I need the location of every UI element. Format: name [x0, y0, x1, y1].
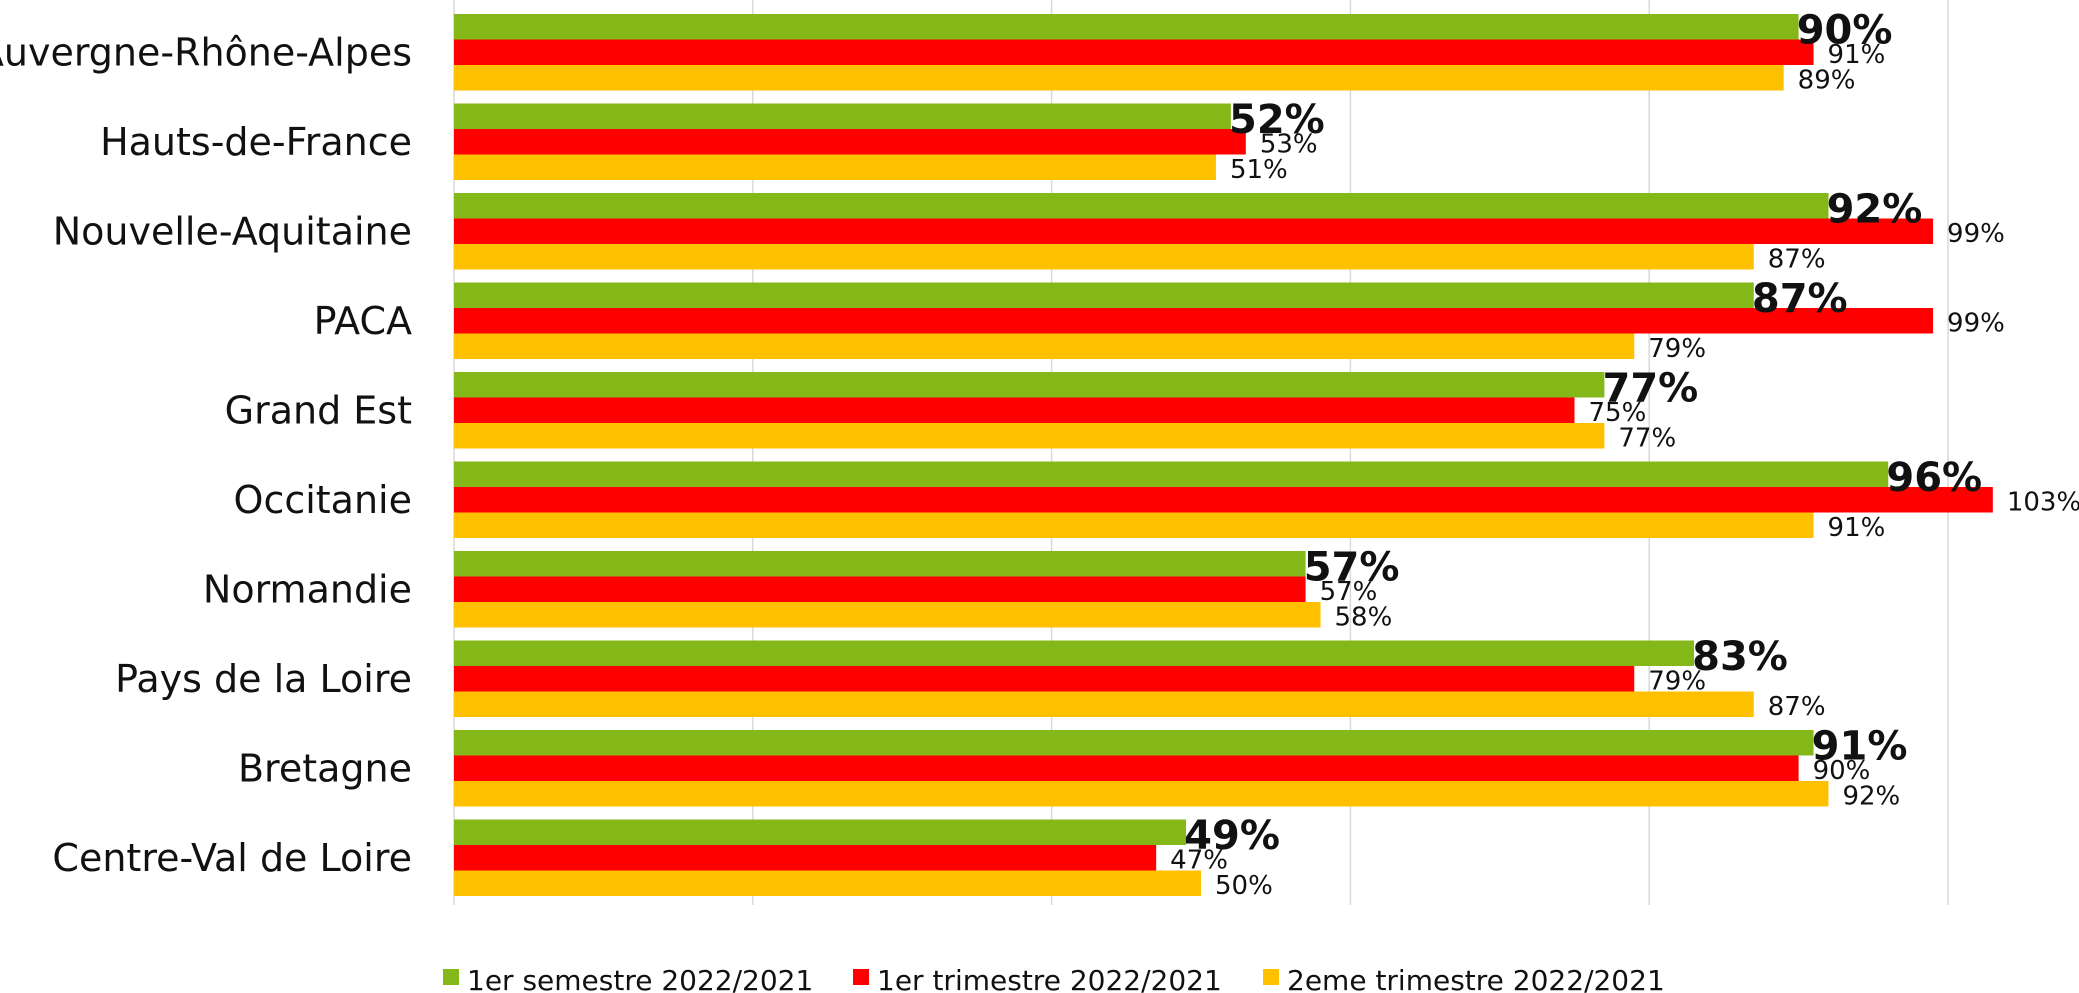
data-label-2eme-trimestre-2022-2021-pays-de-la-loire: 87%	[1768, 692, 1826, 722]
category-labels: Auvergne-Rhône-Alpes Hauts-de-France Nouve…	[0, 30, 412, 880]
data-label-1er-trimestre-2022-2021-hauts-de-france: 53%	[1260, 130, 1318, 160]
data-label-1er-trimestre-2022-2021-bretagne: 90%	[1813, 756, 1871, 786]
bar-1er-trimestre-2022-2021-bretagne	[454, 755, 1799, 781]
bar-1er-semestre-2022-2021-normandie	[454, 551, 1306, 577]
category-label-occitanie: Occitanie	[234, 478, 412, 522]
bar-1er-semestre-2022-2021-paca	[454, 282, 1754, 308]
data-label-2eme-trimestre-2022-2021-auvergne-rhone-alpes: 89%	[1798, 66, 1856, 96]
data-label-2eme-trimestre-2022-2021-normandie: 58%	[1335, 603, 1393, 633]
bar-1er-trimestre-2022-2021-occitanie	[454, 487, 1993, 513]
data-label-1er-trimestre-2022-2021-centre-val-de-loire: 47%	[1170, 846, 1228, 876]
data-label-2eme-trimestre-2022-2021-occitanie: 91%	[1828, 513, 1886, 543]
data-label-1er-trimestre-2022-2021-pays-de-la-loire: 79%	[1648, 667, 1706, 697]
bar-1er-semestre-2022-2021-auvergne-rhone-alpes	[454, 14, 1799, 40]
bar-1er-semestre-2022-2021-centre-val-de-loire	[454, 819, 1187, 845]
data-label-1er-trimestre-2022-2021-nouvelle-aquitaine: 99%	[1947, 219, 2005, 249]
data-label-1er-trimestre-2022-2021-occitanie: 103%	[2007, 488, 2079, 518]
data-label-1er-trimestre-2022-2021-paca: 99%	[1947, 309, 2005, 339]
legend-swatch	[1263, 969, 1279, 985]
bar-1er-semestre-2022-2021-occitanie	[454, 461, 1889, 487]
data-label-1er-semestre-2022-2021-hauts-de-france: 52%	[1229, 97, 1325, 143]
bar-2eme-trimestre-2022-2021-paca	[454, 333, 1635, 359]
bar-2eme-trimestre-2022-2021-occitanie	[454, 512, 1814, 538]
data-label-1er-semestre-2022-2021-auvergne-rhone-alpes: 90%	[1797, 8, 1893, 54]
bar-1er-trimestre-2022-2021-centre-val-de-loire	[454, 845, 1157, 871]
data-label-2eme-trimestre-2022-2021-bretagne: 92%	[1842, 782, 1900, 812]
data-label-1er-semestre-2022-2021-grand-est: 77%	[1603, 366, 1699, 412]
data-label-1er-semestre-2022-2021-normandie: 57%	[1304, 545, 1400, 591]
bar-2eme-trimestre-2022-2021-bretagne	[454, 781, 1829, 807]
bar-1er-trimestre-2022-2021-nouvelle-aquitaine	[454, 218, 1934, 244]
bar-1er-semestre-2022-2021-nouvelle-aquitaine	[454, 193, 1829, 219]
bar-1er-trimestre-2022-2021-hauts-de-france	[454, 129, 1246, 155]
bar-2eme-trimestre-2022-2021-centre-val-de-loire	[454, 870, 1201, 896]
category-label-hauts-de-france: Hauts-de-France	[100, 120, 412, 164]
data-label-2eme-trimestre-2022-2021-paca: 79%	[1648, 334, 1706, 364]
bar-1er-trimestre-2022-2021-pays-de-la-loire	[454, 666, 1635, 692]
legend-item-1er-trimestre-2022-2021: 1er trimestre 2022/2021	[853, 964, 1222, 993]
data-label-1er-semestre-2022-2021-centre-val-de-loire: 49%	[1184, 813, 1280, 859]
data-label-1er-semestre-2022-2021-pays-de-la-loire: 83%	[1692, 634, 1788, 680]
category-label-bretagne: Bretagne	[238, 746, 412, 790]
bar-1er-semestre-2022-2021-pays-de-la-loire	[454, 640, 1695, 666]
data-label-1er-semestre-2022-2021-bretagne: 91%	[1812, 724, 1908, 770]
category-label-grand-est: Grand Est	[225, 388, 412, 432]
bar-1er-trimestre-2022-2021-auvergne-rhone-alpes	[454, 39, 1814, 65]
category-label-centre-val-de-loire: Centre-Val de Loire	[52, 836, 412, 880]
legend: 1er semestre 2022/2021 1er trimestre 2022…	[443, 964, 1665, 993]
data-label-1er-trimestre-2022-2021-normandie: 57%	[1320, 577, 1378, 607]
bar-2eme-trimestre-2022-2021-hauts-de-france	[454, 154, 1216, 180]
bar-1er-semestre-2022-2021-bretagne	[454, 730, 1814, 756]
bar-2eme-trimestre-2022-2021-pays-de-la-loire	[454, 691, 1754, 717]
bar-1er-semestre-2022-2021-grand-est	[454, 372, 1605, 398]
bar-1er-semestre-2022-2021-hauts-de-france	[454, 103, 1231, 129]
legend-label: 1er trimestre 2022/2021	[877, 964, 1222, 993]
data-label-2eme-trimestre-2022-2021-nouvelle-aquitaine: 87%	[1768, 245, 1826, 275]
category-label-pays-de-la-loire: Pays de la Loire	[115, 657, 412, 701]
legend-label: 1er semestre 2022/2021	[467, 964, 813, 993]
data-label-1er-trimestre-2022-2021-grand-est: 75%	[1589, 398, 1647, 428]
legend-label: 2eme trimestre 2022/2021	[1287, 964, 1665, 993]
data-label-2eme-trimestre-2022-2021-centre-val-de-loire: 50%	[1215, 871, 1273, 901]
legend-swatch	[443, 969, 459, 985]
data-label-2eme-trimestre-2022-2021-grand-est: 77%	[1618, 424, 1676, 454]
data-label-1er-trimestre-2022-2021-auvergne-rhone-alpes: 91%	[1828, 40, 1886, 70]
bar-1er-trimestre-2022-2021-normandie	[454, 576, 1306, 602]
category-label-normandie: Normandie	[203, 567, 412, 611]
bar-2eme-trimestre-2022-2021-normandie	[454, 602, 1321, 628]
bar-2eme-trimestre-2022-2021-auvergne-rhone-alpes	[454, 65, 1784, 91]
data-labels: 90%91%89%52%53%51%92%99%87%87%99%79%77%7…	[1170, 8, 2079, 902]
bar-2eme-trimestre-2022-2021-nouvelle-aquitaine	[454, 244, 1754, 270]
data-label-1er-semestre-2022-2021-occitanie: 96%	[1886, 455, 1982, 501]
bar-2eme-trimestre-2022-2021-grand-est	[454, 423, 1605, 449]
legend-item-2eme-trimestre-2022-2021: 2eme trimestre 2022/2021	[1263, 964, 1665, 993]
bar-1er-trimestre-2022-2021-grand-est	[454, 397, 1575, 423]
data-label-2eme-trimestre-2022-2021-hauts-de-france: 51%	[1230, 155, 1288, 185]
category-label-auvergne-rhone-alpes: Auvergne-Rhône-Alpes	[0, 30, 412, 74]
legend-item-1er-semestre-2022-2021: 1er semestre 2022/2021	[443, 964, 813, 993]
data-label-1er-semestre-2022-2021-nouvelle-aquitaine: 92%	[1827, 187, 1923, 233]
data-label-1er-semestre-2022-2021-paca: 87%	[1752, 276, 1848, 322]
bars	[454, 14, 1993, 896]
category-label-paca: PACA	[314, 299, 412, 343]
category-label-nouvelle-aquitaine: Nouvelle-Aquitaine	[53, 209, 412, 253]
bar-1er-trimestre-2022-2021-paca	[454, 308, 1934, 334]
legend-swatch	[853, 969, 869, 985]
